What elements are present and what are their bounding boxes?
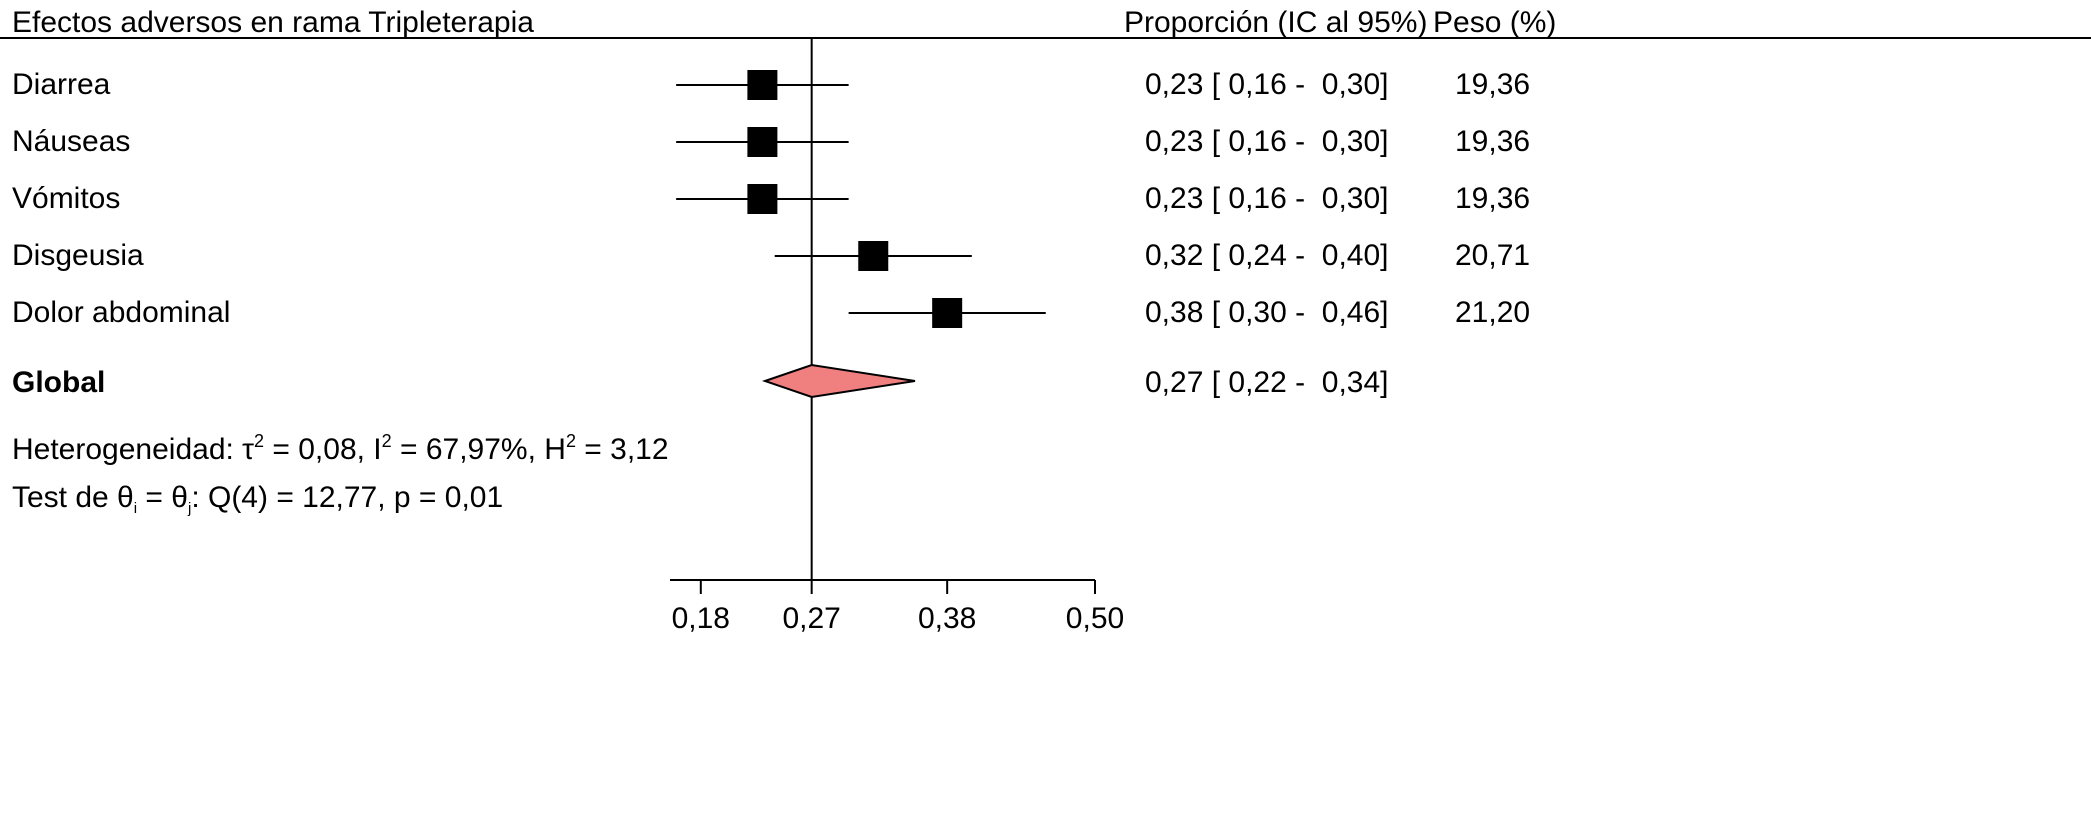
- estimate-column-header: Proporción (IC al 95%): [1124, 6, 1428, 39]
- superscript-2: 2: [381, 431, 392, 451]
- superscript-2: 2: [254, 431, 265, 451]
- heterogeneity-tau-value: = 0,08, I: [272, 433, 382, 466]
- subscript-i: i: [133, 500, 138, 517]
- study-weight-text: 19,36: [1455, 68, 1531, 101]
- overall-label: Global: [12, 366, 106, 399]
- estimate-marker: [932, 298, 963, 328]
- x-tick-label: 0,38: [918, 602, 976, 635]
- x-tick-label: 0,50: [1066, 602, 1124, 635]
- estimate-marker: [747, 184, 778, 214]
- x-tick-label: 0,27: [782, 602, 840, 635]
- study-weight-text: 19,36: [1455, 182, 1531, 215]
- overall-diamond: [761, 363, 916, 399]
- study-estimate-text: 0,23 [ 0,16 - 0,30]: [1145, 182, 1389, 215]
- study-weight-text: 19,36: [1455, 125, 1531, 158]
- study-label: Diarrea: [12, 68, 111, 101]
- heterogeneity-i2-value: = 67,97%, H: [400, 433, 566, 466]
- test-result: : Q(4) = 12,77, p = 0,01: [191, 481, 504, 514]
- heterogeneity-tau-label: Heterogeneidad: τ: [12, 433, 255, 466]
- estimate-marker: [858, 241, 889, 271]
- estimate-marker: [747, 70, 778, 100]
- study-estimate-text: 0,38 [ 0,30 - 0,46]: [1145, 296, 1389, 329]
- x-tick-label: 0,18: [672, 602, 730, 635]
- homogeneity-test-text: Test de θi = θj: Q(4) = 12,77, p = 0,01: [12, 481, 503, 526]
- study-weight-text: 21,20: [1455, 296, 1531, 329]
- weight-column-header: Peso (%): [1433, 6, 1557, 39]
- study-label: Disgeusia: [12, 239, 144, 272]
- study-label: Vómitos: [12, 182, 121, 215]
- subscript-j: j: [187, 500, 192, 517]
- heterogeneity-h2-value: = 3,12: [584, 433, 669, 466]
- chart-title: Efectos adversos en rama Tripleterapia: [12, 6, 534, 39]
- superscript-2: 2: [565, 431, 576, 451]
- study-label: Dolor abdominal: [12, 296, 231, 329]
- estimate-marker: [747, 127, 778, 157]
- test-prefix: Test de θ: [12, 481, 134, 514]
- study-weight-text: 20,71: [1455, 239, 1531, 272]
- study-estimate-text: 0,23 [ 0,16 - 0,30]: [1145, 125, 1389, 158]
- study-label: Náuseas: [12, 125, 131, 158]
- test-equals: = θ: [137, 481, 188, 514]
- heterogeneity-text: Heterogeneidad: τ2 = 0,08, I2 = 67,97%, …: [12, 424, 669, 467]
- overall-estimate-text: 0,27 [ 0,22 - 0,34]: [1145, 366, 1389, 399]
- study-estimate-text: 0,32 [ 0,24 - 0,40]: [1145, 239, 1389, 272]
- study-estimate-text: 0,23 [ 0,16 - 0,30]: [1145, 68, 1389, 101]
